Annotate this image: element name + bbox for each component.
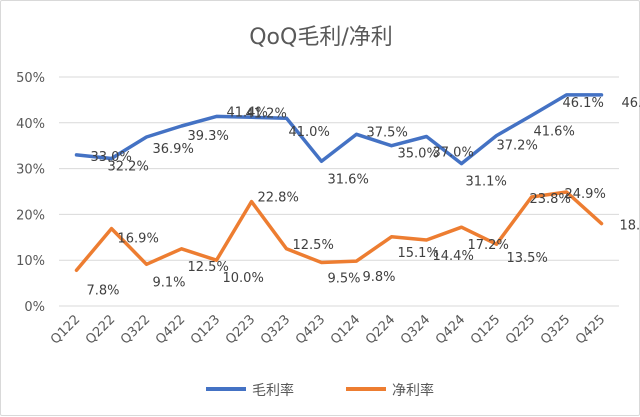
x-tick-label: Q424: [433, 312, 468, 347]
data-label: 46.1%: [563, 96, 604, 111]
y-tick-label: 50%: [16, 71, 45, 86]
legend-label: 净利率: [392, 382, 434, 399]
data-label: 16.9%: [118, 232, 159, 247]
data-label: 37.5%: [367, 125, 408, 140]
x-tick-label: Q324: [398, 312, 433, 347]
data-label: 7.8%: [87, 283, 120, 298]
x-tick-label: Q125: [468, 312, 503, 347]
data-label: 41.0%: [289, 125, 330, 140]
x-tick-label: Q425: [573, 312, 608, 347]
data-label: 32.2%: [108, 160, 149, 175]
x-tick-label: Q124: [328, 312, 363, 347]
data-label: 17.2%: [468, 238, 509, 253]
data-label: 31.1%: [466, 175, 507, 190]
legend: 毛利率 净利率: [206, 382, 434, 399]
data-label: 39.3%: [188, 129, 229, 144]
x-tick-label: Q222: [83, 312, 118, 347]
y-tick-label: 30%: [16, 163, 45, 178]
x-tick-label: Q223: [223, 312, 258, 347]
x-tick-label: Q323: [258, 312, 293, 347]
data-label: 31.6%: [328, 172, 369, 187]
data-label: 37.0%: [433, 146, 474, 161]
data-label: 9.8%: [363, 270, 396, 285]
data-label: 18.0%: [620, 219, 640, 234]
x-tick-label: Q225: [503, 312, 538, 347]
x-tick-label: Q422: [153, 312, 188, 347]
data-labels: 33.0%32.2%36.9%39.3%41.4%41.2%41.0%31.6%…: [87, 96, 640, 298]
data-label: 46.1%: [622, 96, 640, 111]
x-tick-label: Q123: [188, 312, 223, 347]
y-tick-label: 10%: [16, 254, 45, 269]
data-label: 9.5%: [328, 271, 361, 286]
y-axis-ticks: 0% 10% 20% 30% 40% 50%: [16, 71, 45, 315]
chart-title: QoQ毛利/净利: [249, 25, 393, 50]
data-label: 22.8%: [258, 191, 299, 206]
legend-label: 毛利率: [252, 382, 294, 399]
x-tick-label: Q122: [48, 312, 83, 347]
data-label: 36.9%: [153, 142, 194, 157]
y-tick-label: 0%: [24, 300, 45, 315]
data-label: 9.1%: [153, 275, 186, 290]
data-label: 13.5%: [507, 251, 548, 266]
data-label: 10.0%: [223, 271, 264, 286]
x-tick-label: Q224: [363, 312, 398, 347]
y-tick-label: 20%: [16, 208, 45, 223]
y-tick-label: 40%: [16, 117, 45, 132]
data-label: 41.6%: [534, 124, 575, 139]
x-tick-label: Q322: [118, 312, 153, 347]
data-label: 41.2%: [246, 106, 287, 121]
data-label: 24.9%: [565, 187, 606, 202]
data-label: 12.5%: [293, 238, 334, 253]
x-tick-label: Q423: [293, 312, 328, 347]
x-tick-label: Q325: [538, 312, 573, 347]
data-label: 37.2%: [497, 139, 538, 154]
